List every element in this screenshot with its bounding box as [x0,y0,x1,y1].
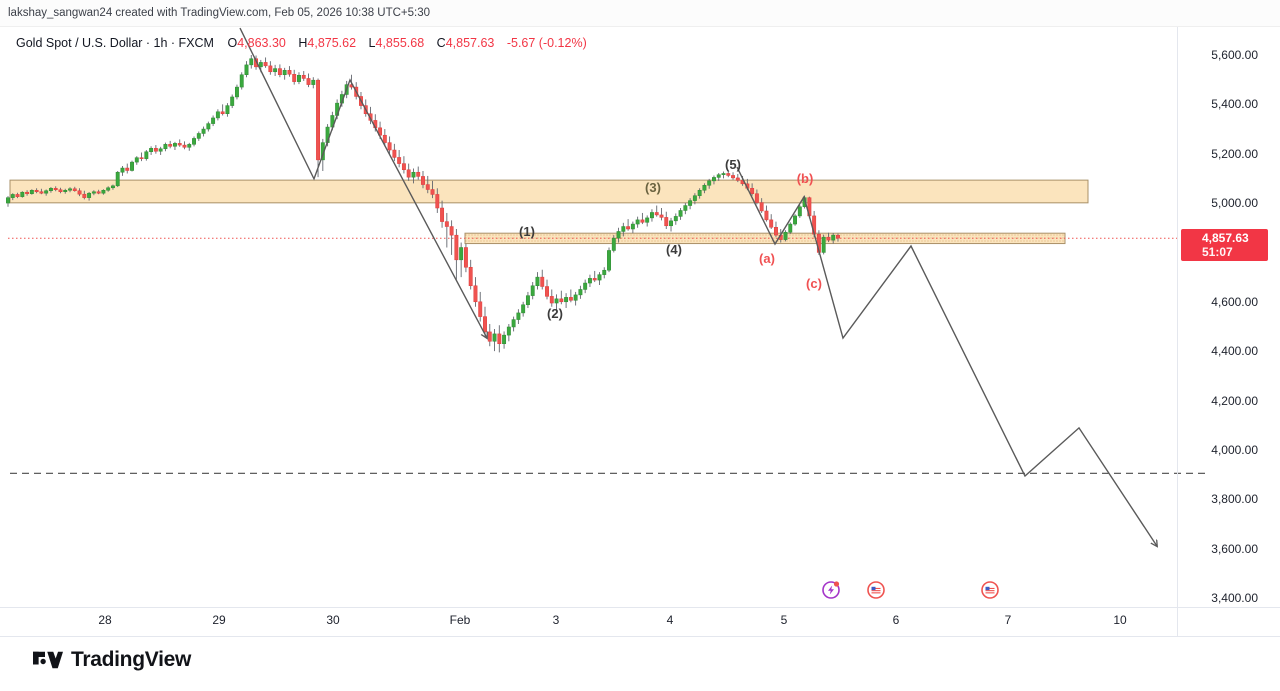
price-tick: 3,400.00 [1211,590,1258,605]
change-value: -5.67 (-0.12%) [506,36,587,50]
price-tick: 4,000.00 [1211,442,1258,457]
wave-label[interactable]: (b) [797,171,814,186]
time-tick: 4 [666,613,674,627]
time-tick: 6 [892,613,900,627]
wave-label[interactable]: (4) [666,242,682,257]
price-tick: 4,200.00 [1211,393,1258,408]
projection-line[interactable] [736,166,1157,546]
supply-zone[interactable] [9,179,1089,204]
price-tick: 5,400.00 [1211,97,1258,112]
wave-label[interactable]: (2) [547,306,563,321]
price-tick: 4,400.00 [1211,344,1258,359]
wave-label[interactable]: (3) [645,180,661,195]
time-tick: 30 [326,613,340,627]
price-tick: 5,000.00 [1211,196,1258,211]
tradingview-logo[interactable]: TradingView [33,647,191,673]
candles [6,55,840,353]
projection-line[interactable] [239,27,487,338]
tradingview-logo-text: TradingView [71,648,192,671]
tradingview-logo-icon [33,651,63,669]
attribution-bar: lakshay_sangwan24 created with TradingVi… [0,0,1280,27]
last-price-badge: 4,857.63 51:07 [1181,229,1268,262]
lightning-event-icon[interactable] [822,581,840,599]
us-flag-event-icon[interactable] [981,581,999,599]
time-axis-border-top [0,607,1280,608]
wave-label[interactable]: (c) [806,276,822,291]
time-tick: 29 [212,613,226,627]
symbol-title: Gold Spot / U.S. Dollar · 1h · FXCM [16,36,214,50]
low-label: L [368,36,376,50]
time-tick: 3 [552,613,560,627]
price-tick: 3,800.00 [1211,492,1258,507]
price-axis-border [1177,27,1178,636]
price-tick: 5,600.00 [1211,48,1258,62]
price-tick: 4,600.00 [1211,294,1258,309]
symbol-legend[interactable]: Gold Spot / U.S. Dollar · 1h · FXCM O4,8… [16,36,587,50]
wave-label[interactable]: (1) [519,224,535,239]
time-tick: Feb [449,613,471,627]
last-price-value: 4,857.63 [1202,231,1249,246]
open-label: O [227,36,238,50]
us-flag-event-icon[interactable] [867,581,885,599]
time-tick: 10 [1113,613,1127,627]
time-tick: 7 [1004,613,1012,627]
price-tick: 3,600.00 [1211,541,1258,556]
open-value: 4,863.30 [237,36,286,50]
time-tick: 28 [98,613,112,627]
bar-countdown: 51:07 [1202,245,1233,260]
attribution-text: lakshay_sangwan24 created with TradingVi… [8,7,431,19]
low-value: 4,855.68 [375,36,425,50]
close-label: C [436,36,446,50]
time-tick: 5 [780,613,788,627]
high-label: H [298,36,308,50]
price-tick: 5,200.00 [1211,146,1258,161]
time-axis-border-bottom [0,636,1280,637]
high-value: 4,875.62 [307,36,357,50]
wave-label[interactable]: (a) [759,251,775,266]
close-value: 4,857.63 [445,36,495,50]
wave-label[interactable]: (5) [725,157,741,172]
